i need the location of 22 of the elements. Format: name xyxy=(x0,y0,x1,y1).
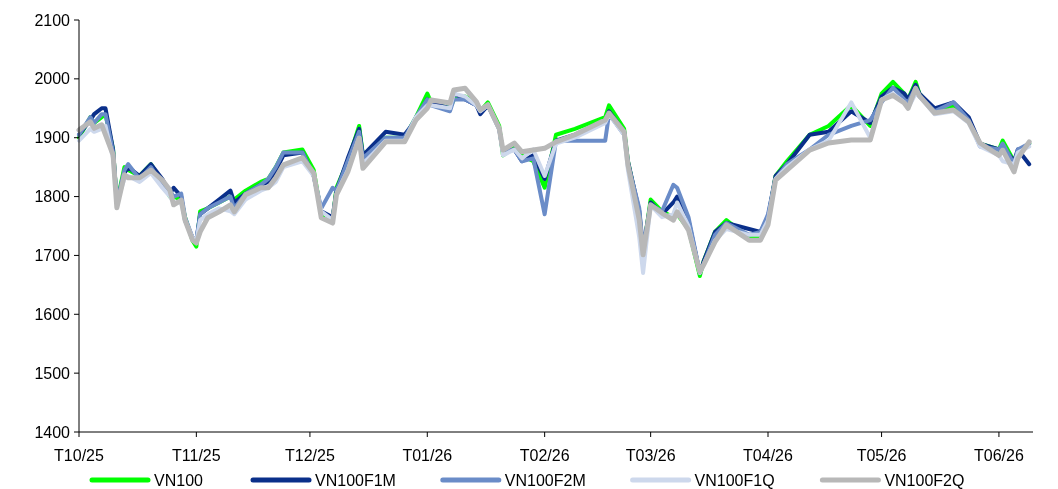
legend-label: VN100F1M xyxy=(315,471,396,489)
x-tick-label: T01/26 xyxy=(402,447,453,464)
x-tick-label: T03/26 xyxy=(625,447,676,464)
y-tick-label: 2100 xyxy=(34,11,71,29)
x-tick-label: T12/25 xyxy=(285,447,335,464)
x-tick-label: T06/26 xyxy=(974,447,1024,464)
y-tick-label: 2000 xyxy=(34,70,71,88)
y-tick-label: 1400 xyxy=(34,423,71,441)
x-tick-label: T05/26 xyxy=(856,447,907,464)
y-tick-label: 1700 xyxy=(34,247,71,265)
x-tick-label: T10/25 xyxy=(54,447,105,464)
y-tick-label: 1500 xyxy=(34,364,71,382)
y-tick-label: 1600 xyxy=(34,305,71,323)
x-tick-label: T02/26 xyxy=(519,447,570,464)
legend-label: VN100 xyxy=(154,471,204,489)
x-tick-label: T11/25 xyxy=(172,447,221,464)
legend-label: VN100F2Q xyxy=(884,471,965,489)
legend-label: VN100F1Q xyxy=(694,471,775,489)
y-tick-label: 1800 xyxy=(34,188,71,206)
x-tick-label: T04/26 xyxy=(743,447,794,464)
y-tick-label: 1900 xyxy=(34,129,71,147)
legend-label: VN100F2M xyxy=(504,471,586,489)
